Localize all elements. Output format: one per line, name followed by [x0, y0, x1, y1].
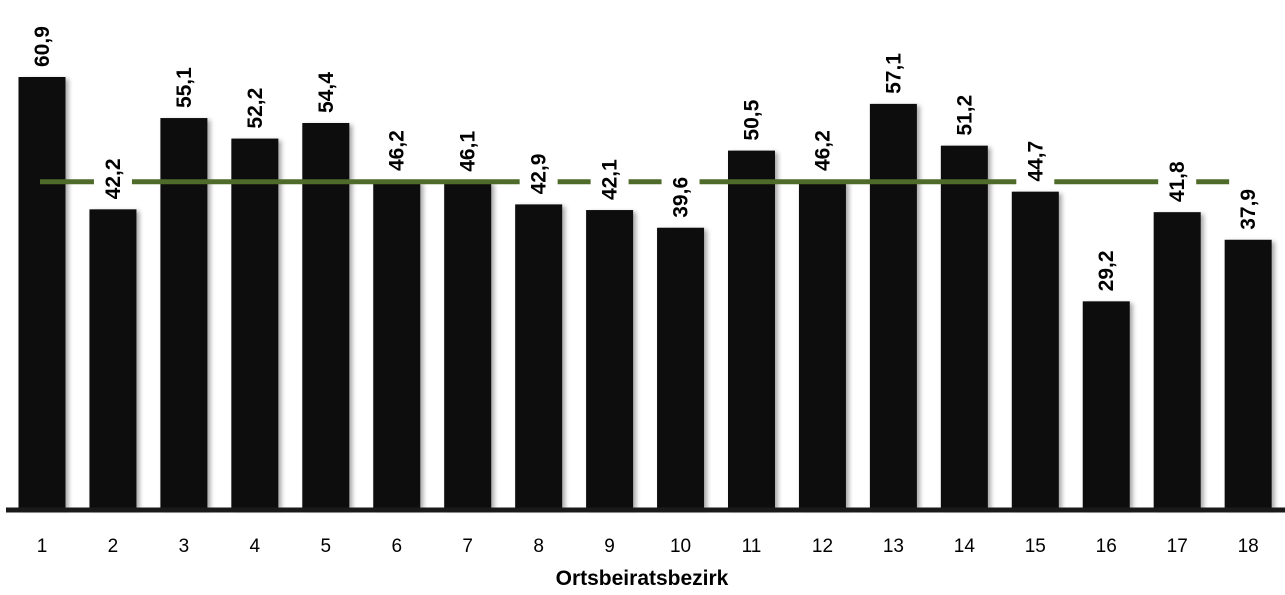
bar — [444, 181, 492, 509]
bar — [657, 227, 705, 508]
x-tick-label: 16 — [1096, 536, 1117, 557]
bar — [940, 145, 988, 508]
bar — [231, 138, 279, 509]
x-tick-label: 1 — [37, 536, 48, 557]
x-tick-label: 12 — [812, 536, 833, 557]
x-tick-label: 4 — [250, 536, 261, 557]
x-axis-title: Ortsbeiratsbezirk — [556, 567, 729, 590]
x-tick-label: 17 — [1167, 536, 1188, 557]
bar — [302, 123, 350, 508]
bar — [1082, 301, 1130, 508]
x-tick-label: 5 — [321, 536, 332, 557]
data-label: 52,2 — [244, 88, 267, 129]
data-label: 39,6 — [670, 177, 693, 218]
x-tick-label: 15 — [1025, 536, 1046, 557]
bar — [869, 103, 917, 509]
x-tick-label: 3 — [179, 536, 190, 557]
bars-group — [18, 77, 1272, 509]
bar — [728, 150, 775, 508]
data-label: 42,1 — [599, 159, 622, 200]
x-tick-label: 10 — [670, 536, 691, 557]
x-tick-label: 18 — [1238, 536, 1259, 557]
data-label: 60,9 — [31, 26, 54, 67]
x-tick-label: 7 — [462, 536, 473, 557]
x-tick-label: 2 — [108, 536, 119, 557]
x-tick-label: 13 — [883, 536, 904, 557]
data-label: 46,2 — [386, 130, 409, 171]
bar — [515, 204, 563, 508]
bar — [1153, 212, 1201, 508]
data-label: 55,1 — [173, 67, 196, 108]
data-label: 46,2 — [811, 130, 834, 171]
x-tick-label: 8 — [533, 536, 544, 557]
bar — [160, 118, 208, 509]
x-tick-label: 9 — [604, 536, 615, 557]
bar — [1224, 239, 1272, 509]
data-label: 29,2 — [1095, 250, 1118, 291]
data-label: 41,8 — [1166, 161, 1189, 202]
data-label: 37,9 — [1237, 189, 1260, 230]
data-label: 57,1 — [882, 53, 905, 94]
bar — [586, 210, 634, 508]
x-tick-label: 14 — [954, 536, 976, 557]
bar — [373, 181, 421, 508]
bar — [1011, 191, 1059, 508]
data-label: 46,1 — [457, 131, 480, 172]
x-tick-label: 11 — [742, 536, 762, 557]
data-label: 42,2 — [102, 158, 125, 199]
data-label: 42,9 — [528, 154, 551, 195]
data-label: 50,5 — [741, 99, 764, 140]
data-label: 51,2 — [953, 95, 976, 136]
x-tick-label: 6 — [391, 536, 402, 557]
data-label: 54,4 — [315, 72, 338, 113]
bar — [89, 209, 137, 508]
bar — [798, 181, 846, 508]
data-label: 44,7 — [1024, 141, 1047, 182]
bar — [18, 77, 66, 508]
data-labels-group: 60,9 42,2 55,1 52,2 54,4 46,2 46,1 42,9 42,1 39,6… — [31, 26, 1260, 291]
x-tick-labels-group: 1 2 3 4 5 6 7 8 9 10 11 12 13 14 15 16 17 18 — [37, 536, 1259, 557]
